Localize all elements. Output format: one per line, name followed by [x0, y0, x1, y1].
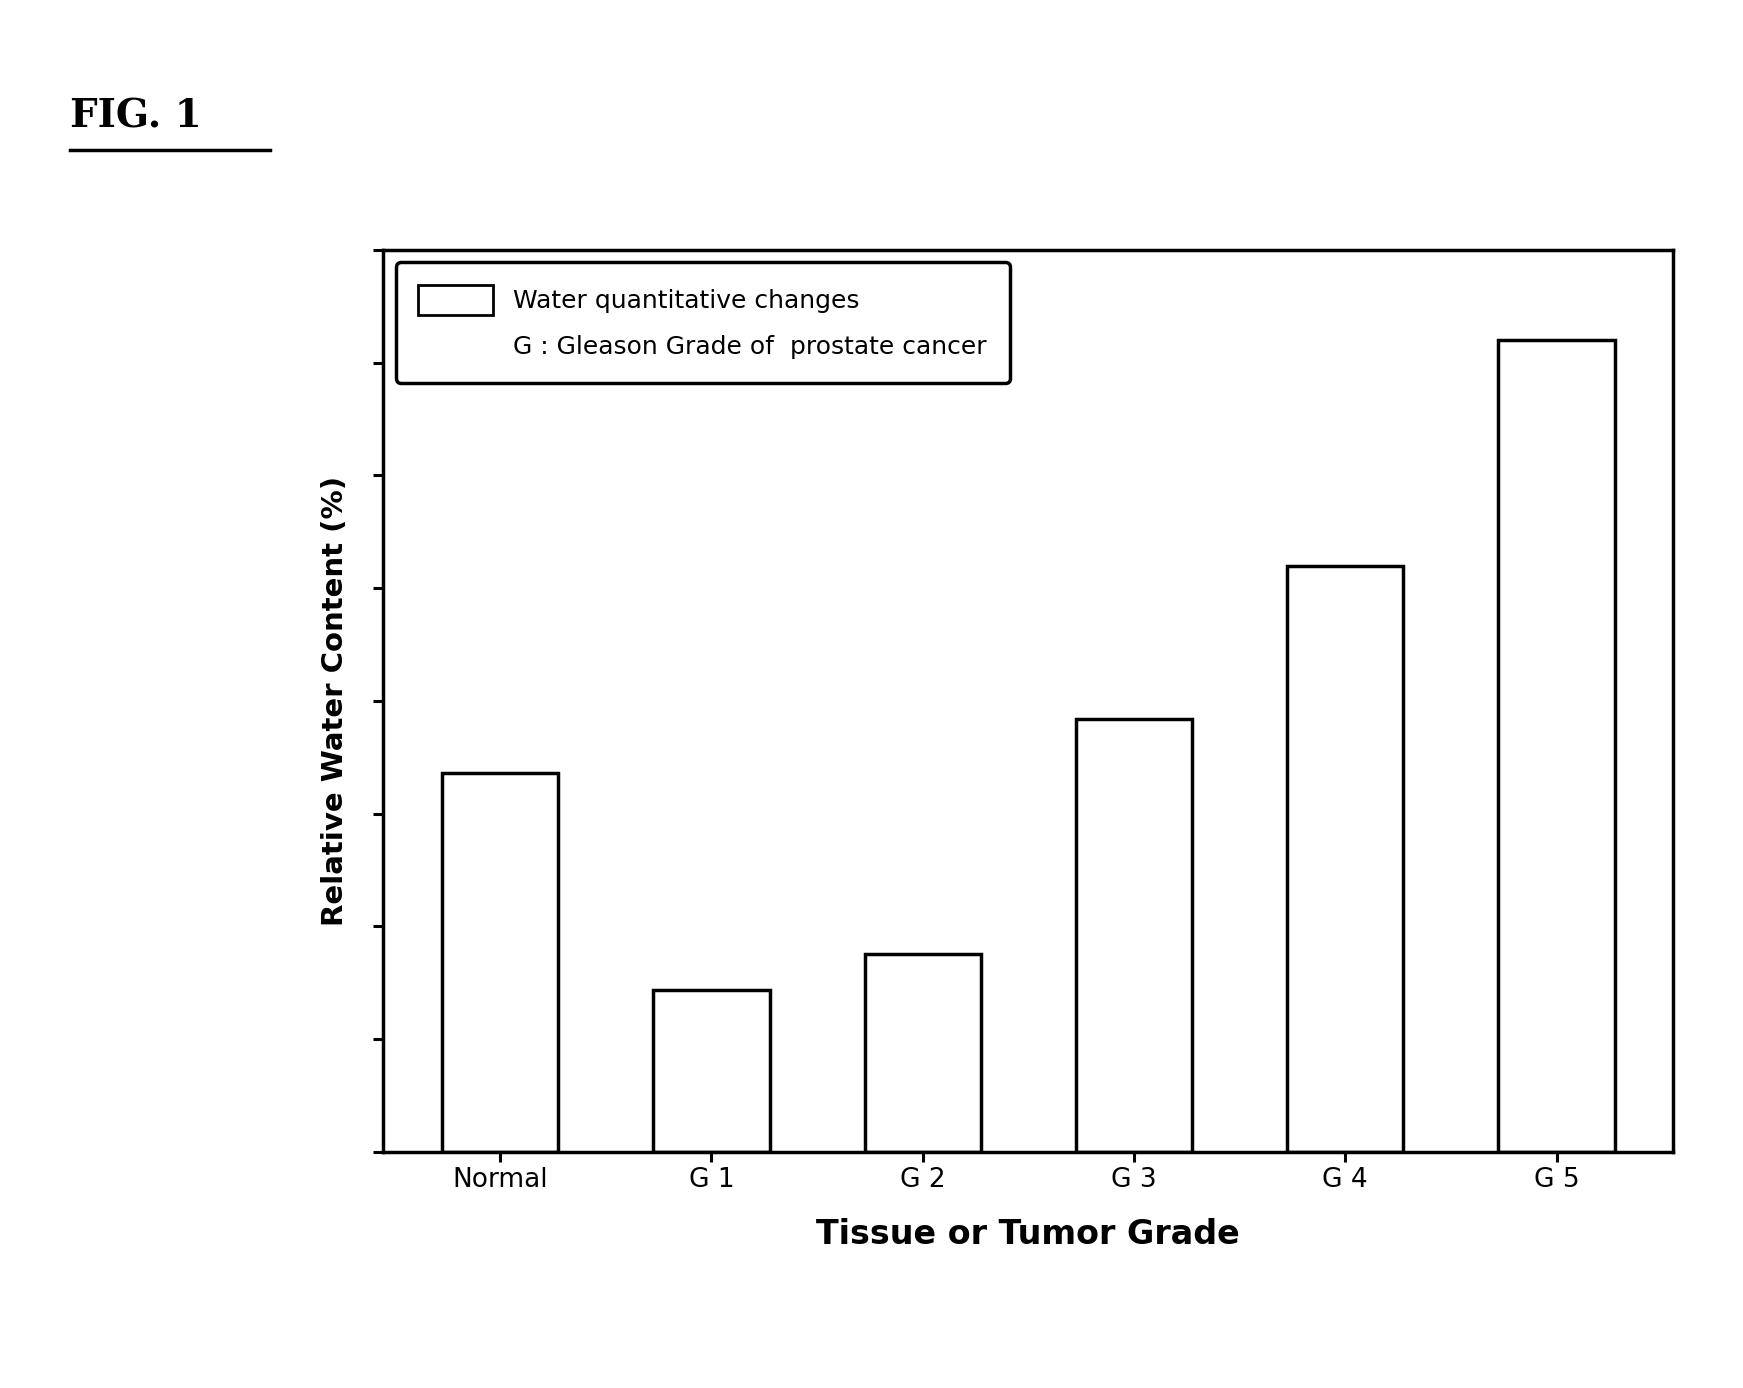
Bar [1075, 719, 1192, 1152]
Legend: Water quantitative changes, G : Gleason Grade of  prostate cancer: Water quantitative changes, G : Gleason … [396, 262, 1009, 383]
Y-axis label: Relative Water Content (%): Relative Water Content (%) [321, 476, 349, 926]
Bar [865, 954, 981, 1152]
Bar [654, 990, 770, 1152]
X-axis label: Tissue or Tumor Grade: Tissue or Tumor Grade [816, 1217, 1241, 1251]
Bar [1499, 340, 1614, 1152]
Bar [443, 773, 558, 1152]
Text: FIG. 1: FIG. 1 [70, 97, 202, 135]
Bar [1286, 566, 1403, 1152]
